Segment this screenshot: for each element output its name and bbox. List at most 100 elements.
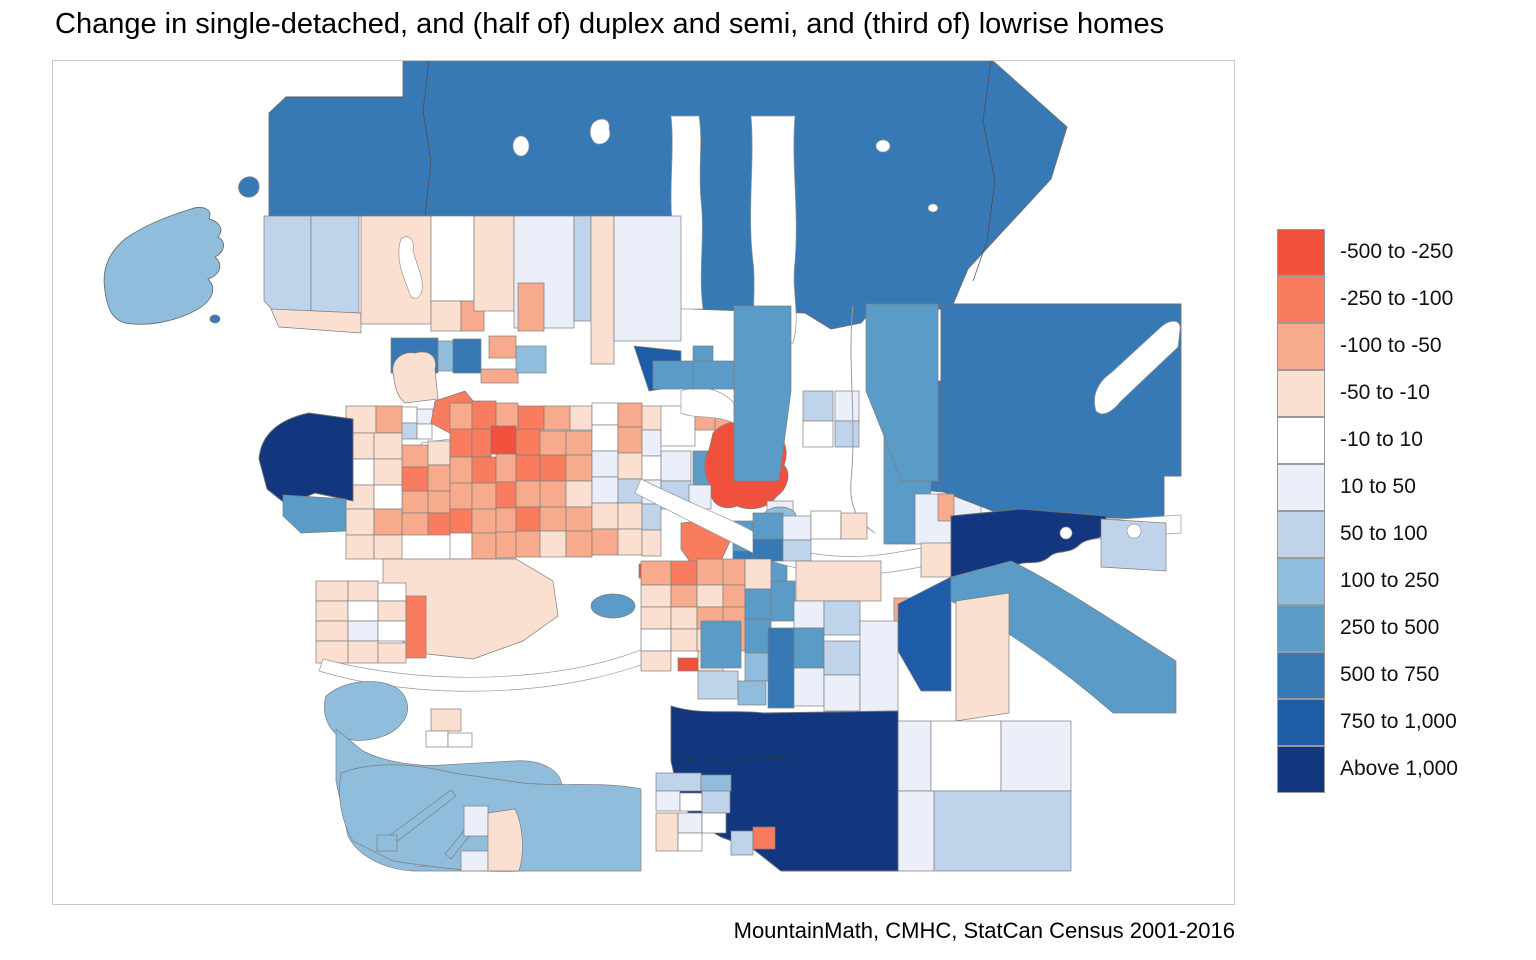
van-c9 [641, 405, 663, 431]
van-r5-2 [373, 508, 403, 536]
tsawwassen-peach [487, 808, 523, 872]
indian-arm-east [750, 115, 797, 344]
sw-van-3 [377, 582, 407, 602]
surrey-c-2 [744, 588, 772, 620]
van-r2-2 [373, 432, 403, 460]
legend-swatch [1277, 322, 1325, 370]
legend-item: -10 to 10 [1277, 416, 1458, 464]
surrey-north-4 [840, 512, 868, 540]
van-r4-7 [495, 481, 517, 509]
guildford-navy [950, 508, 1107, 578]
van-r4-8 [515, 480, 541, 508]
capilano-tract [360, 215, 432, 325]
van-r2-11 [617, 426, 643, 454]
legend-item: -50 to -10 [1277, 369, 1458, 417]
port-kells-pale [1100, 518, 1167, 572]
surrey-c-13 [793, 667, 825, 707]
legend-label: -10 to 10 [1340, 427, 1423, 451]
sw-van-12 [377, 642, 407, 664]
van-r5-10 [565, 506, 593, 532]
van-r4-4 [427, 512, 451, 536]
tsawwassen-1 [463, 805, 489, 837]
fleetwood-navy-wedge [897, 576, 952, 692]
whiterock-3 [655, 790, 681, 812]
ubc-tract [258, 412, 354, 506]
sw-van-8 [347, 620, 379, 642]
whiterock-10 [730, 830, 754, 856]
surrey-c-7 [700, 620, 742, 669]
surrey-c-4 [744, 618, 772, 654]
sw-van-4 [315, 600, 349, 622]
serpentine-river-line [680, 755, 789, 764]
van-c7 [591, 402, 619, 426]
sw-van-10 [315, 640, 349, 664]
map-panel [52, 60, 1235, 905]
clayton-peach-column [955, 592, 1010, 722]
van-r3-8 [515, 454, 541, 482]
alouette-lake [1094, 320, 1181, 415]
whiterock-4 [679, 792, 703, 812]
legend-item: Above 1,000 [1277, 745, 1458, 793]
northvan-tract-5 [517, 282, 545, 332]
bowen-island [103, 207, 225, 325]
sw-van-5 [347, 600, 379, 622]
van-r4-11 [591, 476, 619, 504]
surrey-c-6 [744, 652, 769, 682]
port-moody-tract-1 [652, 360, 694, 390]
surrey-north-3 [810, 510, 842, 540]
northvan-tract-1 [430, 215, 475, 302]
surrey-c-5 [767, 627, 795, 709]
page-title: Change in single-detached, and (half of)… [55, 8, 1165, 40]
legend-swatch [1277, 745, 1325, 793]
westvan-tract-b [310, 215, 360, 330]
van-r6-12 [617, 528, 643, 556]
van-r2-9 [565, 430, 593, 456]
n-delta-16 [640, 650, 672, 672]
richmond-white-2 [447, 732, 473, 748]
whiterock-8 [701, 812, 727, 834]
van-r3-9 [539, 454, 567, 482]
van-r2-7 [515, 428, 541, 456]
legend-swatch [1277, 416, 1325, 464]
van-r3-4 [427, 490, 451, 514]
port-kells-lake [1126, 523, 1142, 539]
van-r6-10 [565, 530, 593, 558]
van-r6-6 [471, 532, 497, 560]
northvan-salmon-2 [480, 368, 519, 384]
surrey-c-1 [744, 558, 772, 590]
downtown-tract-3 [400, 422, 418, 440]
northvan-tract-2 [430, 300, 462, 332]
surrey-north-1 [752, 512, 784, 540]
sea-island [324, 681, 408, 741]
surrey-c-9 [737, 680, 767, 706]
n-delta-1 [640, 560, 672, 586]
legend-swatch [1277, 275, 1325, 323]
legend-swatch [1277, 369, 1325, 417]
van-r4-2 [373, 484, 403, 510]
surrey-north-5 [752, 538, 784, 562]
burke-mountain-tract [733, 305, 792, 482]
n-delta-2 [670, 560, 698, 586]
legend-label: Above 1,000 [1340, 756, 1458, 780]
legend-item: 750 to 1,000 [1277, 698, 1458, 746]
van-kits-2 [375, 405, 403, 434]
legend-swatch [1277, 228, 1325, 276]
van-r3-13 [641, 455, 662, 481]
sw-van-7 [315, 620, 349, 642]
van-r2-3 [401, 466, 429, 492]
van-c6 [569, 405, 593, 431]
n-delta-8 [722, 584, 746, 608]
legend-label: 750 to 1,000 [1340, 709, 1457, 733]
northvan-tract-8 [515, 345, 547, 374]
mountain-lake-1 [512, 135, 530, 157]
legend-item: 50 to 100 [1277, 510, 1458, 558]
sw-van-9 [377, 620, 407, 642]
legend-swatch [1277, 698, 1325, 746]
guildford-lake [1059, 526, 1073, 540]
n-delta-3 [696, 558, 724, 586]
cloverdale-lavender [859, 620, 899, 722]
van-r3-10 [565, 454, 593, 482]
surrey-peach-band [795, 560, 882, 602]
whiterock-9 [677, 832, 703, 852]
van-r5-5 [449, 508, 473, 534]
